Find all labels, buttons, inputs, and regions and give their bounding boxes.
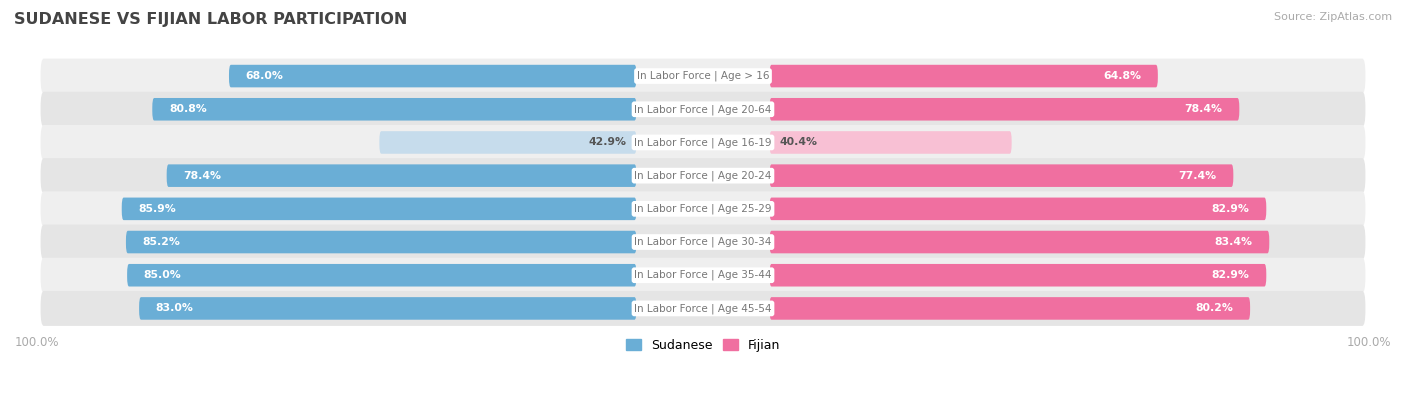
FancyBboxPatch shape bbox=[41, 291, 1365, 326]
Legend: Sudanese, Fijian: Sudanese, Fijian bbox=[621, 334, 785, 357]
FancyBboxPatch shape bbox=[769, 297, 1250, 320]
Text: 85.9%: 85.9% bbox=[138, 204, 176, 214]
Text: 85.2%: 85.2% bbox=[142, 237, 180, 247]
FancyBboxPatch shape bbox=[229, 65, 637, 87]
FancyBboxPatch shape bbox=[769, 164, 1233, 187]
Text: In Labor Force | Age > 16: In Labor Force | Age > 16 bbox=[637, 71, 769, 81]
FancyBboxPatch shape bbox=[41, 58, 1365, 94]
Text: In Labor Force | Age 16-19: In Labor Force | Age 16-19 bbox=[634, 137, 772, 148]
Text: 85.0%: 85.0% bbox=[143, 270, 181, 280]
FancyBboxPatch shape bbox=[769, 65, 1157, 87]
Text: 82.9%: 82.9% bbox=[1212, 204, 1250, 214]
Text: In Labor Force | Age 30-34: In Labor Force | Age 30-34 bbox=[634, 237, 772, 247]
FancyBboxPatch shape bbox=[41, 224, 1365, 260]
FancyBboxPatch shape bbox=[152, 98, 637, 120]
FancyBboxPatch shape bbox=[41, 125, 1365, 160]
Text: SUDANESE VS FIJIAN LABOR PARTICIPATION: SUDANESE VS FIJIAN LABOR PARTICIPATION bbox=[14, 12, 408, 27]
FancyBboxPatch shape bbox=[41, 258, 1365, 293]
Text: 77.4%: 77.4% bbox=[1178, 171, 1216, 181]
Text: 42.9%: 42.9% bbox=[589, 137, 627, 147]
Text: 78.4%: 78.4% bbox=[1185, 104, 1223, 114]
Text: 80.2%: 80.2% bbox=[1195, 303, 1233, 313]
Text: 40.4%: 40.4% bbox=[779, 137, 817, 147]
Text: 78.4%: 78.4% bbox=[183, 171, 221, 181]
FancyBboxPatch shape bbox=[139, 297, 637, 320]
FancyBboxPatch shape bbox=[41, 158, 1365, 193]
FancyBboxPatch shape bbox=[380, 131, 637, 154]
FancyBboxPatch shape bbox=[769, 98, 1239, 120]
FancyBboxPatch shape bbox=[127, 231, 637, 253]
Text: 68.0%: 68.0% bbox=[246, 71, 284, 81]
Text: 83.4%: 83.4% bbox=[1215, 237, 1253, 247]
FancyBboxPatch shape bbox=[127, 264, 637, 286]
Text: 82.9%: 82.9% bbox=[1212, 270, 1250, 280]
FancyBboxPatch shape bbox=[41, 92, 1365, 127]
Text: 64.8%: 64.8% bbox=[1104, 71, 1142, 81]
FancyBboxPatch shape bbox=[769, 198, 1267, 220]
Text: In Labor Force | Age 35-44: In Labor Force | Age 35-44 bbox=[634, 270, 772, 280]
FancyBboxPatch shape bbox=[41, 191, 1365, 226]
Text: 83.0%: 83.0% bbox=[156, 303, 194, 313]
Text: 80.8%: 80.8% bbox=[169, 104, 207, 114]
Text: Source: ZipAtlas.com: Source: ZipAtlas.com bbox=[1274, 12, 1392, 22]
FancyBboxPatch shape bbox=[769, 264, 1267, 286]
FancyBboxPatch shape bbox=[167, 164, 637, 187]
FancyBboxPatch shape bbox=[122, 198, 637, 220]
Text: In Labor Force | Age 20-24: In Labor Force | Age 20-24 bbox=[634, 170, 772, 181]
FancyBboxPatch shape bbox=[769, 231, 1270, 253]
Text: In Labor Force | Age 20-64: In Labor Force | Age 20-64 bbox=[634, 104, 772, 115]
FancyBboxPatch shape bbox=[769, 131, 1012, 154]
Text: In Labor Force | Age 45-54: In Labor Force | Age 45-54 bbox=[634, 303, 772, 314]
Text: In Labor Force | Age 25-29: In Labor Force | Age 25-29 bbox=[634, 203, 772, 214]
